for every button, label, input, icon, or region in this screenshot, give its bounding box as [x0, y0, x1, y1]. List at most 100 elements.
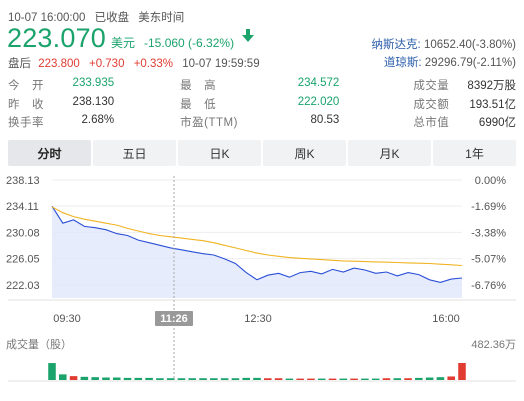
volume-bar: [285, 378, 294, 380]
stat-key: 市盈(TTM): [180, 117, 238, 130]
currency-label: 美元: [111, 36, 136, 50]
volume-bar: [102, 377, 110, 380]
chart-period-tabs: 分时 五日 日K 周K 月K 1年: [8, 140, 516, 166]
volume-bar: [447, 376, 455, 380]
stat-prev-close: 昨 收 238.130: [8, 96, 114, 114]
y-tick-label-left: 230.08: [6, 227, 40, 239]
index-nasdaq[interactable]: 纳斯达克: 10652.40(-3.80%): [372, 36, 516, 54]
timezone-label: 美东时间: [138, 12, 185, 24]
volume-bar: [69, 376, 78, 380]
volume-bar: [145, 377, 153, 380]
price-change: -15.060 (-6.32%): [144, 36, 235, 50]
y-tick-label-right: 0.00%: [475, 175, 506, 187]
stat-pe-ttm: 市盈(TTM) 80.53: [180, 114, 339, 132]
market-status-line: 10-07 16:00:00 已收盘 美东时间: [8, 9, 190, 25]
quote-datetime: 10-07 16:00:00: [8, 12, 86, 24]
stat-open: 今 开 233.935: [8, 77, 114, 95]
stat-value: 233.935: [72, 77, 115, 90]
stat-key: 最 高: [180, 80, 217, 93]
y-tick-label-left: 222.03: [6, 280, 40, 292]
stat-key: 今 开: [8, 80, 44, 93]
volume-bar: [382, 378, 391, 380]
volume-bar: [199, 378, 207, 380]
price-line: [51, 205, 463, 283]
y-tick-label-right: -6.76%: [471, 280, 506, 292]
x-tick-label: 12:30: [244, 313, 272, 325]
stat-key: 成交量: [413, 80, 450, 93]
volume-bar: [425, 377, 434, 380]
after-hours-change: +0.730: [88, 58, 125, 70]
volume-label: 成交量（股）: [6, 337, 72, 351]
volume-bar: [48, 363, 56, 380]
volume-bar: [415, 377, 423, 380]
stat-value: 2.68%: [81, 114, 115, 127]
volume-bar: [436, 377, 445, 380]
x-tick-label: 16:00: [432, 313, 460, 325]
volume-bar: [317, 378, 326, 380]
volume-bar: [307, 378, 315, 380]
tab-intraday[interactable]: 分时: [8, 140, 91, 166]
tab-daily-k[interactable]: 日K: [178, 140, 261, 166]
volume-bar: [242, 377, 250, 380]
index-value: 10652.40(-3.80%): [423, 39, 516, 51]
x-tick-label: 09:30: [53, 313, 81, 325]
average-price-line: [51, 206, 463, 267]
stat-market-cap: 总市值 6990亿: [413, 114, 516, 132]
tab-one-year[interactable]: 1年: [433, 140, 516, 166]
volume-bar: [296, 378, 304, 380]
crosshair-time-label: 11:26: [160, 313, 188, 325]
stats-grid: 今 开 233.935 最 高 234.572 成交量 8392万股 昨 收 238.1…: [8, 77, 516, 133]
stat-key: 成交额: [413, 98, 450, 111]
stat-key: 最 低: [180, 98, 217, 111]
last-price: 223.070: [7, 23, 106, 53]
volume-bar: [231, 378, 240, 380]
after-hours-price: 223.800: [38, 58, 80, 70]
stats-row: 昨 收 238.130 最 低 222.020 成交额 193.51亿: [8, 96, 516, 115]
tab-five-day[interactable]: 五日: [93, 140, 176, 166]
volume-bar: [404, 378, 412, 380]
stat-turnover: 成交额 193.51亿: [413, 96, 516, 114]
index-value: 29296.79(-2.11%): [424, 57, 516, 69]
volume-bar: [112, 377, 121, 380]
arrow-down-icon: [242, 29, 255, 47]
volume-bar: [91, 377, 99, 380]
stat-value: 8392万股: [467, 80, 517, 93]
stat-value: 234.572: [297, 77, 340, 90]
volume-bar: [253, 377, 261, 380]
stat-low: 最 低 222.020: [180, 96, 339, 114]
after-hours-percent: +0.33%: [133, 58, 174, 70]
volume-bar: [458, 363, 466, 380]
volume-bar: [123, 377, 132, 380]
index-name[interactable]: 道琼斯:: [383, 57, 422, 69]
index-name[interactable]: 纳斯达克:: [371, 39, 421, 51]
index-quotes: 纳斯达克: 10652.40(-3.80%) 道琼斯: 29296.79(-2.…: [372, 36, 516, 72]
volume-bar: [134, 377, 143, 380]
volume-bar: [210, 378, 218, 380]
intraday-chart-svg[interactable]: 238.13 234.11 230.08 226.05 222.03 0.00% -1.69…: [0, 168, 524, 401]
stat-volume: 成交量 8392万股: [413, 77, 516, 95]
volume-bar: [220, 378, 229, 380]
volume-bar: [393, 378, 402, 380]
volume-bar: [264, 378, 272, 380]
market-status: 已收盘: [94, 12, 130, 24]
tab-weekly-k[interactable]: 周K: [263, 140, 346, 166]
intraday-chart[interactable]: 238.13 234.11 230.08 226.05 222.03 0.00% -1.69…: [0, 168, 524, 401]
y-tick-label-right: -1.69%: [471, 201, 506, 213]
stat-turnover-rate: 换手率 2.68%: [8, 114, 114, 132]
stat-key: 昨 收: [8, 98, 44, 111]
volume-bar: [156, 378, 164, 380]
volume-bar: [166, 378, 175, 380]
volume-bar: [177, 378, 186, 380]
y-tick-label-right: -3.38%: [471, 227, 506, 239]
stat-key: 总市值: [413, 117, 450, 130]
stats-row: 今 开 233.935 最 高 234.572 成交量 8392万股: [8, 77, 516, 96]
index-dow[interactable]: 道琼斯: 29296.79(-2.11%): [372, 54, 516, 72]
y-tick-label-left: 234.11: [6, 201, 39, 213]
stat-value: 6990亿: [478, 117, 517, 130]
y-tick-label-right: -5.07%: [471, 254, 506, 266]
volume-bar: [350, 378, 358, 380]
tab-monthly-k[interactable]: 月K: [348, 140, 431, 166]
stat-value: 238.130: [72, 95, 115, 108]
stat-high: 最 高 234.572: [180, 77, 339, 95]
stat-value: 193.51亿: [469, 98, 517, 111]
